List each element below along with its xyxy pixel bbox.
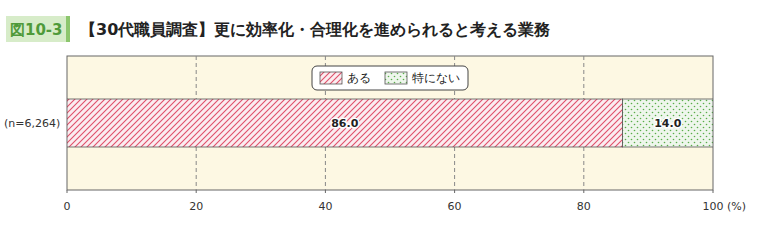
tick-mark — [583, 190, 584, 193]
data-label: 14.0 — [654, 117, 681, 130]
legend-label: ある — [347, 71, 371, 85]
data-labels: 86.0 14.0 — [331, 117, 681, 130]
legend: ある 特にない — [312, 66, 468, 90]
legend-swatch — [320, 72, 342, 84]
tick-mark — [713, 190, 714, 193]
figure-label-bg — [6, 16, 70, 42]
chart-svg: 図10-3 【30代職員調査】更に効率化・合理化を進められると考える業務 86.0 1… — [0, 0, 760, 226]
tick-label: 20 — [189, 200, 203, 213]
legend-swatch — [385, 72, 407, 84]
bar-segment — [67, 99, 623, 147]
chart-container: 図10-3 【30代職員調査】更に効率化・合理化を進められると考える業務 86.0 1… — [0, 0, 760, 226]
data-label: 86.0 — [331, 117, 358, 130]
bar-segment — [623, 99, 713, 147]
tick-label: 80 — [577, 200, 591, 213]
title: 【30代職員調査】更に効率化・合理化を進められると考える業務 — [80, 20, 551, 39]
figure-label-edge — [66, 16, 70, 42]
legend-box — [312, 66, 468, 90]
figure-label-text: 図10-3 — [10, 21, 63, 39]
tick-label: 100 — [703, 200, 724, 213]
tick-label: 0 — [64, 200, 71, 213]
plot-area — [67, 56, 713, 190]
tick-mark — [67, 190, 68, 193]
axis-label: (%) — [727, 200, 746, 213]
tick-label: 60 — [448, 200, 462, 213]
bars — [67, 99, 713, 147]
figure-label: 図10-3 — [6, 16, 70, 42]
tick-label: 40 — [318, 200, 332, 213]
tick-mark — [325, 190, 326, 193]
category-label: (n=6,264) — [4, 117, 60, 130]
tick-mark — [454, 190, 455, 193]
tick-mark — [196, 190, 197, 193]
legend-label: 特にない — [412, 71, 460, 85]
